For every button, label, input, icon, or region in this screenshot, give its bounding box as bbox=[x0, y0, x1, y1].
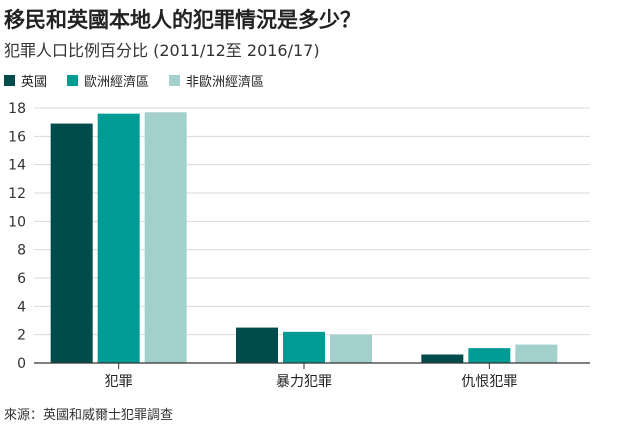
y-tick-label: 0 bbox=[17, 356, 26, 372]
legend-label-non-eea: 非歐洲經濟區 bbox=[186, 75, 265, 90]
x-category-label: 犯罪 bbox=[105, 374, 133, 390]
y-tick-label: 2 bbox=[17, 328, 26, 344]
bar-non-eea-1 bbox=[330, 334, 372, 363]
x-category-label: 暴力犯罪 bbox=[276, 374, 332, 390]
y-tick-label: 18 bbox=[8, 101, 26, 117]
bar-eea-2 bbox=[468, 348, 511, 363]
bar-uk-1 bbox=[236, 327, 278, 363]
chart-title: 移民和英國本地人的犯罪情況是多少？ bbox=[4, 8, 361, 32]
bar-uk-0 bbox=[50, 123, 93, 363]
x-axis bbox=[34, 362, 590, 369]
y-tick-label: 4 bbox=[17, 299, 26, 315]
source-note: 來源：英國和威爾士犯罪調查 bbox=[4, 408, 174, 423]
chart-legend: 英國 歐洲經濟區 非歐洲經濟區 bbox=[4, 71, 284, 90]
legend-swatch-uk bbox=[4, 75, 15, 86]
y-tick-label: 10 bbox=[8, 214, 26, 230]
bars bbox=[50, 112, 558, 364]
bar-uk-2 bbox=[421, 354, 464, 363]
legend-item-non-eea: 非歐洲經濟區 bbox=[169, 71, 264, 90]
legend-label-uk: 英國 bbox=[21, 75, 48, 90]
y-tick-label: 8 bbox=[17, 243, 26, 259]
legend-label-eea: 歐洲經濟區 bbox=[84, 75, 150, 90]
x-axis-labels: 犯罪 暴力犯罪 仇恨犯罪 bbox=[105, 374, 518, 390]
bar-non-eea-0 bbox=[144, 112, 187, 363]
bar-eea-1 bbox=[283, 331, 325, 363]
bar-non-eea-2 bbox=[515, 344, 558, 363]
y-tick-label: 12 bbox=[8, 186, 26, 202]
y-tick-label: 6 bbox=[17, 271, 26, 287]
chart-subtitle: 犯罪人口比例百分比 (2011/12至 2016/17) bbox=[4, 41, 320, 60]
y-tick-label: 14 bbox=[8, 158, 26, 174]
legend-swatch-eea bbox=[67, 75, 79, 86]
y-axis-ticks: 0 2 4 6 8 10 12 14 16 18 bbox=[8, 101, 26, 372]
bar-eea-0 bbox=[97, 113, 140, 364]
y-tick-label: 16 bbox=[8, 129, 26, 145]
legend-item-uk: 英國 bbox=[4, 71, 47, 90]
legend-item-eea: 歐洲經濟區 bbox=[67, 71, 149, 90]
x-category-label: 仇恨犯罪 bbox=[461, 374, 517, 390]
legend-swatch-non-eea bbox=[169, 75, 181, 86]
